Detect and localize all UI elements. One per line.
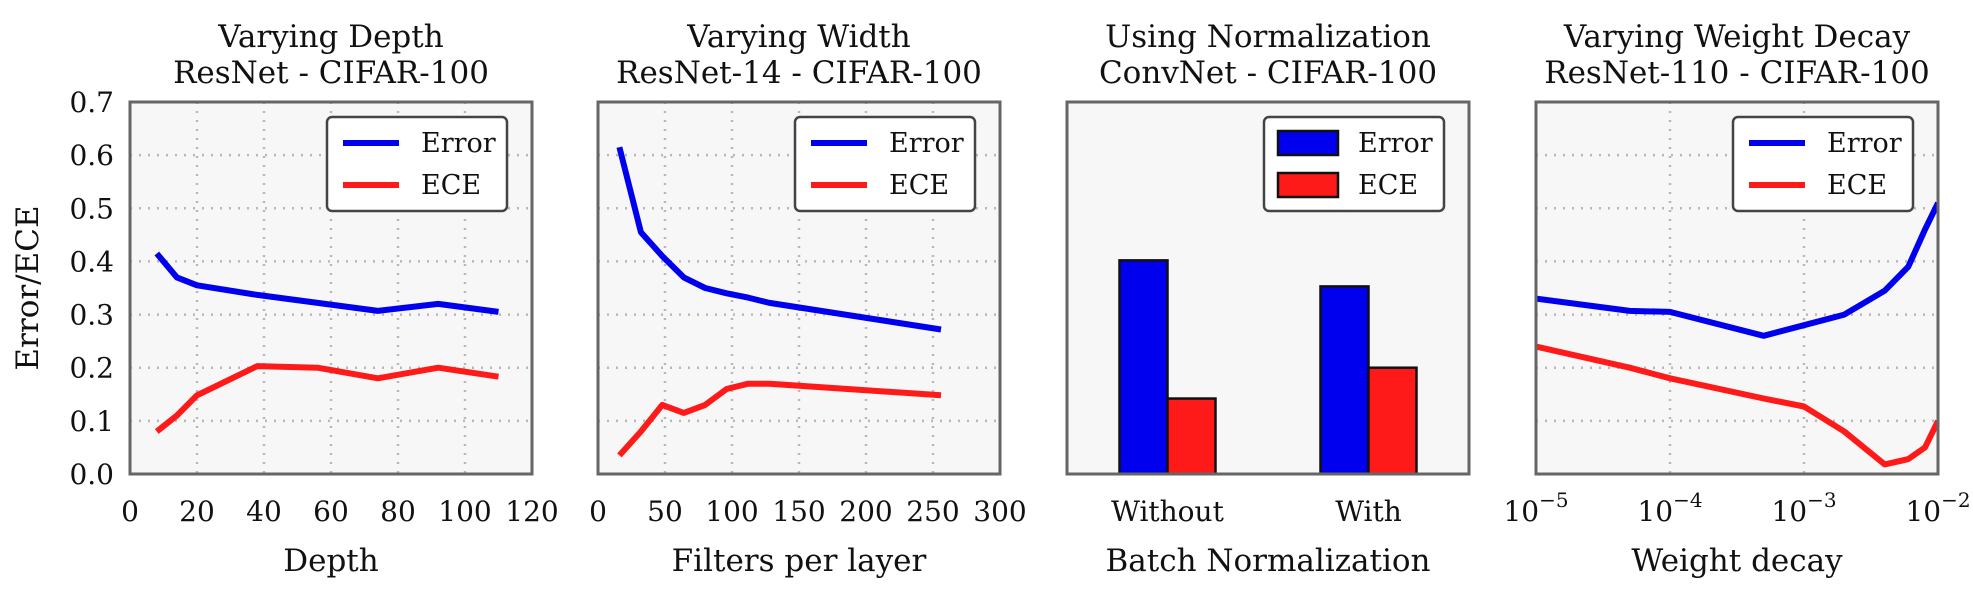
legend-label-ece: ECE xyxy=(1358,170,1418,201)
plot-frame xyxy=(1534,100,1940,476)
legend-swatch-ece xyxy=(1276,171,1340,199)
y-tick-label: 0.0 xyxy=(69,458,114,491)
x-tick-label: 10−3 xyxy=(1771,488,1836,528)
legend: Error ECE xyxy=(325,115,509,213)
series-line-error xyxy=(616,146,942,333)
x-axis-label: Batch Normalization xyxy=(1105,543,1430,579)
x-tick-label: 80 xyxy=(380,495,416,528)
x-tick-label: 60 xyxy=(313,495,349,528)
x-tick-label: 50 xyxy=(647,495,683,528)
series-line-ece xyxy=(1536,343,1938,468)
y-tick-label: 0.3 xyxy=(69,299,114,332)
legend-label-error: Error xyxy=(1358,128,1433,159)
chart-title-line-1: Using Normalization xyxy=(1105,19,1431,55)
plot-frame xyxy=(596,100,1002,476)
bar-error-without xyxy=(1118,259,1169,476)
y-tick-label: 0.5 xyxy=(69,192,114,225)
x-tick-label: 150 xyxy=(772,495,825,528)
y-tick-label: 0.1 xyxy=(69,405,114,438)
y-tick-label: 0.7 xyxy=(69,86,114,119)
series-line-ece xyxy=(154,363,499,434)
chart-title-line-2: ResNet - CIFAR-100 xyxy=(173,55,489,91)
y-tick-label: 0.2 xyxy=(69,352,114,385)
bar-ece-without xyxy=(1166,397,1217,476)
bar-error-with xyxy=(1319,285,1370,476)
x-tick-label: 200 xyxy=(839,495,892,528)
x-tick-label: 10−5 xyxy=(1503,488,1568,528)
plot-frame xyxy=(1065,100,1471,476)
chart-title-line-1: Varying Weight Decay xyxy=(1563,19,1911,55)
legend-label-error: Error xyxy=(889,128,964,159)
bar-ece-with xyxy=(1367,366,1418,476)
legend: Error ECE xyxy=(1731,115,1915,213)
x-tick-label: With xyxy=(1335,495,1402,528)
x-tick-label: 10−4 xyxy=(1637,488,1702,528)
legend: Error ECE xyxy=(793,115,977,213)
x-tick-label: 20 xyxy=(179,495,215,528)
y-tick-label: 0.4 xyxy=(69,245,114,278)
x-axis-label: Filters per layer xyxy=(672,543,927,579)
legend-label-error: Error xyxy=(421,128,496,159)
series-line-ece xyxy=(617,380,942,458)
chart-title-line-2: ResNet-14 - CIFAR-100 xyxy=(616,55,982,91)
legend-label-ece: ECE xyxy=(1827,170,1887,201)
x-axis-label: Depth xyxy=(283,543,379,579)
x-tick-label: 100 xyxy=(705,495,758,528)
x-tick-label: 0 xyxy=(589,495,607,528)
x-tick-label: 300 xyxy=(973,495,1026,528)
legend: Error ECE xyxy=(1262,115,1446,213)
x-tick-label: 40 xyxy=(246,495,282,528)
x-tick-label: 120 xyxy=(505,495,558,528)
legend-swatch-error xyxy=(1276,129,1340,157)
x-tick-label: 250 xyxy=(906,495,959,528)
y-axis-label: Error/ECE xyxy=(10,205,46,370)
x-tick-label: 10−2 xyxy=(1905,488,1970,528)
x-tick-label: 100 xyxy=(438,495,491,528)
chart-title-line-1: Varying Width xyxy=(686,19,910,55)
chart-title-line-2: ConvNet - CIFAR-100 xyxy=(1099,55,1437,91)
chart-title-line-1: Varying Depth xyxy=(217,19,443,55)
legend-label-error: Error xyxy=(1827,128,1902,159)
legend-label-ece: ECE xyxy=(889,170,949,201)
series-line-error xyxy=(154,251,499,315)
x-tick-label: Without xyxy=(1111,495,1224,528)
chart-title-line-2: ResNet-110 - CIFAR-100 xyxy=(1544,55,1930,91)
x-tick-label: 0 xyxy=(121,495,139,528)
series-line-error xyxy=(1536,201,1938,339)
y-tick-label: 0.6 xyxy=(69,139,114,172)
x-axis-label: Weight decay xyxy=(1631,543,1843,579)
legend-label-ece: ECE xyxy=(421,170,481,201)
plot-frame xyxy=(128,100,534,476)
